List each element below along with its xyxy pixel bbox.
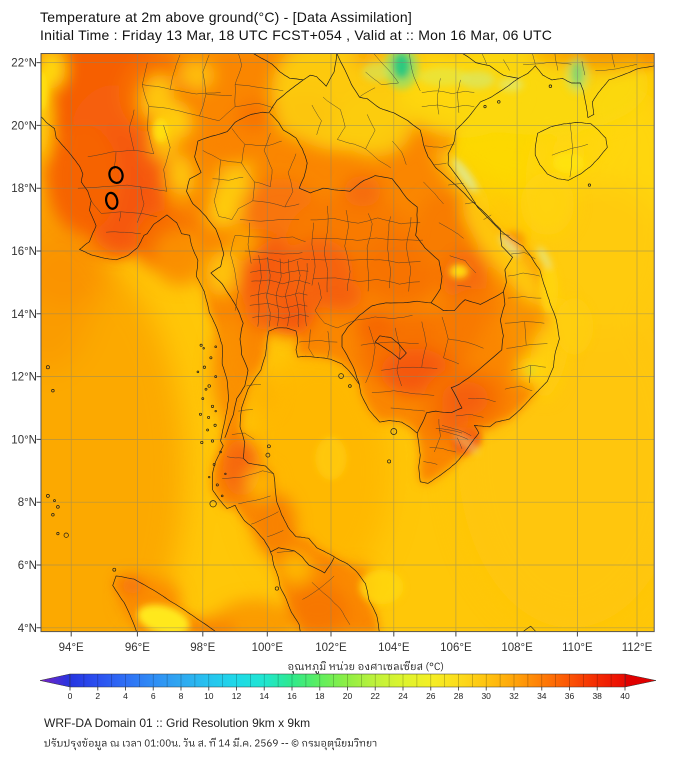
svg-text:18°N: 18°N xyxy=(11,183,37,195)
svg-text:10: 10 xyxy=(204,691,214,701)
svg-text:20: 20 xyxy=(343,691,353,701)
svg-text:100°E: 100°E xyxy=(252,642,284,654)
svg-text:10°N: 10°N xyxy=(11,434,37,446)
svg-text:6°N: 6°N xyxy=(18,560,37,572)
svg-text:108°E: 108°E xyxy=(501,642,533,654)
svg-text:26: 26 xyxy=(426,691,436,701)
svg-text:104°E: 104°E xyxy=(378,642,410,654)
svg-text:16°N: 16°N xyxy=(11,246,37,258)
svg-text:14: 14 xyxy=(259,691,269,701)
svg-text:30: 30 xyxy=(481,691,491,701)
svg-text:40: 40 xyxy=(620,691,630,701)
svg-text:110°E: 110°E xyxy=(562,642,593,654)
svg-text:24: 24 xyxy=(398,691,408,701)
svg-text:34: 34 xyxy=(537,691,547,701)
svg-text:22°N: 22°N xyxy=(11,58,37,70)
svg-text:36: 36 xyxy=(565,691,575,701)
svg-text:Temperature at 2m above ground: Temperature at 2m above ground(°C) - [Da… xyxy=(40,9,412,25)
svg-text:4: 4 xyxy=(123,691,128,701)
svg-text:2: 2 xyxy=(95,691,100,701)
svg-text:12: 12 xyxy=(232,691,242,701)
svg-text:112°E: 112°E xyxy=(622,642,653,654)
svg-text:16: 16 xyxy=(287,691,297,701)
svg-text:6: 6 xyxy=(151,691,156,701)
svg-text:4°N: 4°N xyxy=(18,623,37,635)
svg-text:32: 32 xyxy=(509,691,519,701)
svg-text:22: 22 xyxy=(370,691,380,701)
svg-text:20°N: 20°N xyxy=(11,120,37,132)
svg-text:106°E: 106°E xyxy=(440,642,472,654)
svg-text:18: 18 xyxy=(315,691,325,701)
svg-text:14°N: 14°N xyxy=(11,309,37,321)
svg-text:8: 8 xyxy=(179,691,184,701)
svg-text:8°N: 8°N xyxy=(18,497,37,509)
svg-text:28: 28 xyxy=(454,691,464,701)
svg-text:Initial Time : Friday 13 Mar,: Initial Time : Friday 13 Mar, 18 UTC FCS… xyxy=(40,27,552,43)
svg-text:96°E: 96°E xyxy=(125,642,150,654)
svg-text:94°E: 94°E xyxy=(59,642,84,654)
svg-text:102°E: 102°E xyxy=(315,642,347,654)
svg-text:0: 0 xyxy=(68,691,73,701)
svg-text:98°E: 98°E xyxy=(190,642,215,654)
svg-text:WRF-DA Domain 01 :: Grid Resol: WRF-DA Domain 01 :: Grid Resolution 9km … xyxy=(44,716,310,730)
svg-text:12°N: 12°N xyxy=(11,372,37,384)
svg-text:38: 38 xyxy=(592,691,602,701)
